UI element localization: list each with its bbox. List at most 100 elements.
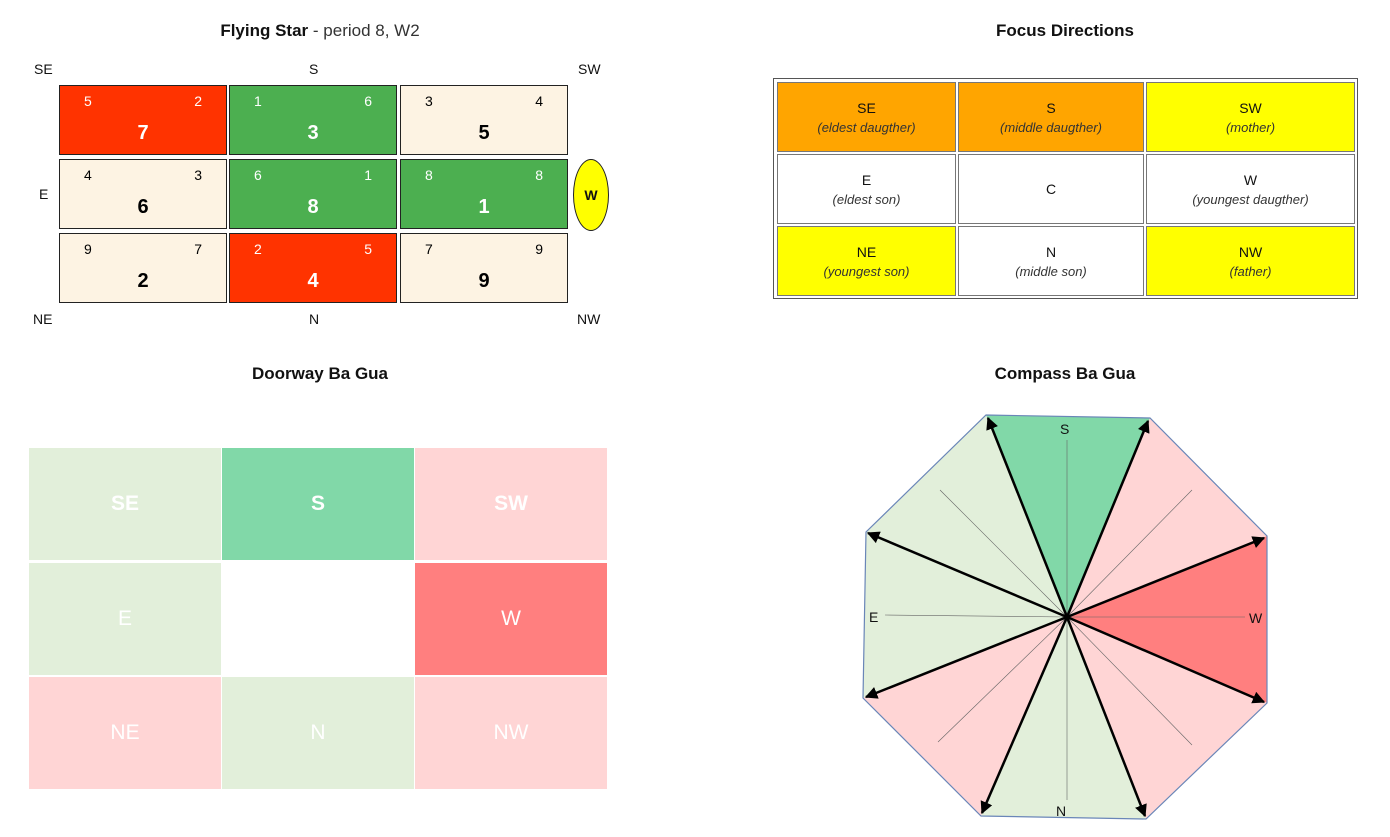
focus-directions-table [773, 78, 1358, 299]
fs-cell-center: 6 [137, 196, 149, 218]
arrow-n-left [980, 616, 1069, 815]
arrow-w-bottom [1066, 615, 1266, 704]
fd-cell-nw: NW (father) [1146, 226, 1355, 296]
sector-s [986, 415, 1150, 617]
fs-cell-top-left: 5 [84, 93, 92, 109]
fs-label-se: SE [34, 61, 53, 77]
fs-cell-nw: 7 9 9 [400, 233, 568, 303]
compass-label-e: E [869, 609, 878, 625]
fs-cell-top-right: 2 [194, 93, 202, 109]
guide-line-e [884, 614, 1068, 618]
arrow-e-top [866, 531, 1068, 619]
fd-direction: E [861, 171, 872, 188]
fs-label-n: N [309, 311, 320, 327]
fs-label-s: S [309, 61, 319, 77]
doorway-ba-gua-title: Doorway Ba Gua [140, 364, 500, 384]
fd-role: (eldest daugther) [817, 119, 916, 135]
dw-cell-e: E [29, 563, 221, 675]
arrow-s-right [1065, 419, 1150, 618]
focus-directions-title: Focus Directions [885, 21, 1245, 41]
fd-cell-n: N (middle son) [958, 226, 1144, 296]
fs-cell-c: 6 1 8 [229, 159, 397, 229]
fd-role: (father) [1229, 263, 1272, 279]
fs-cell-se: 5 2 7 [59, 85, 227, 155]
fs-cell-top-right: 3 [194, 167, 202, 183]
fs-cell-center: 2 [137, 270, 149, 292]
fd-direction: SE [857, 99, 876, 116]
fd-direction: NE [856, 243, 877, 260]
fs-cell-top-right: 4 [535, 93, 543, 109]
dw-cell-ne: NE [29, 677, 221, 789]
compass-label-n: N [1056, 803, 1066, 819]
fs-cell-top-right: 1 [364, 167, 372, 183]
fd-cell-ne: NE (youngest son) [777, 226, 956, 296]
compass-label-w: W [1249, 610, 1263, 626]
compass-guide-lines [884, 440, 1245, 800]
fd-cell-c: C [958, 154, 1144, 224]
fd-direction: NW [1238, 243, 1263, 260]
sector-w [1067, 536, 1267, 703]
flying-star-title: Flying Star - period 8, W2 [140, 21, 500, 41]
sector-nw [1067, 617, 1267, 819]
fd-role: (middle daugther) [1000, 119, 1102, 135]
fs-cell-center: 7 [137, 122, 149, 144]
compass-ba-gua-title-text: Compass Ba Gua [994, 364, 1136, 383]
arrow-w-top [1066, 536, 1266, 619]
dw-cell-c [222, 563, 414, 675]
dw-cell-w: W [415, 563, 607, 675]
dw-cell-s: S [222, 448, 414, 560]
guide-line-nw [1066, 616, 1193, 746]
fs-cell-top-left: 1 [254, 93, 262, 109]
fs-cell-top-left: 4 [84, 167, 92, 183]
focus-directions-title-text: Focus Directions [996, 21, 1134, 40]
fs-cell-top-left: 6 [254, 167, 262, 183]
fs-cell-center: 5 [478, 122, 490, 144]
compass-ba-gua-diagram: S E W N [862, 414, 1268, 820]
fs-cell-ne: 9 7 2 [59, 233, 227, 303]
arrow-s-left [986, 416, 1069, 618]
fs-cell-top-left: 3 [425, 93, 433, 109]
sector-e [863, 532, 1067, 698]
fd-direction: SW [1239, 99, 1262, 116]
fs-cell-top-right: 6 [364, 93, 372, 109]
fd-role: (eldest son) [832, 191, 901, 207]
fs-cell-center: 8 [307, 196, 319, 218]
fs-cell-center: 3 [307, 122, 319, 144]
fd-cell-e: E (eldest son) [777, 154, 956, 224]
facing-direction-marker: W [573, 159, 609, 231]
fd-role: (youngest daugther) [1192, 191, 1309, 207]
fd-cell-s: S (middle daugther) [958, 82, 1144, 152]
flying-star-title-bold: Flying Star [220, 21, 309, 40]
fd-role: (middle son) [1015, 263, 1087, 279]
fd-direction: W [1243, 171, 1258, 188]
doorway-ba-gua-title-text: Doorway Ba Gua [251, 364, 389, 383]
fs-cell-w: 8 8 1 [400, 159, 568, 229]
guide-line-ne [937, 616, 1068, 743]
fs-label-e: E [39, 186, 49, 202]
sector-n [981, 617, 1146, 819]
fd-role: (mother) [1225, 119, 1276, 135]
fs-cell-e: 4 3 6 [59, 159, 227, 229]
fd-role: (youngest son) [823, 263, 910, 279]
fs-cell-top-left: 7 [425, 241, 433, 257]
fd-direction: S [1046, 99, 1056, 116]
fs-label-sw: SW [578, 61, 601, 77]
flying-star-title-subtitle: - period 8, W2 [308, 21, 420, 40]
fs-cell-top-right: 8 [535, 167, 543, 183]
sector-sw [1067, 418, 1267, 617]
dw-cell-se: SE [29, 448, 221, 560]
compass-ba-gua-title: Compass Ba Gua [885, 364, 1245, 384]
fs-label-ne: NE [33, 311, 53, 327]
fs-cell-top-right: 7 [194, 241, 202, 257]
dw-cell-nw: NW [415, 677, 607, 789]
arrow-n-right [1065, 616, 1147, 818]
fd-cell-sw: SW (mother) [1146, 82, 1355, 152]
fd-cell-w: W (youngest daugther) [1146, 154, 1355, 224]
fs-cell-sw: 3 4 5 [400, 85, 568, 155]
dw-cell-sw: SW [415, 448, 607, 560]
compass-label-s: S [1060, 421, 1069, 437]
fs-cell-s: 1 6 3 [229, 85, 397, 155]
fd-direction: N [1045, 243, 1057, 260]
fs-cell-top-right: 9 [535, 241, 543, 257]
fs-cell-center: 1 [478, 196, 490, 218]
